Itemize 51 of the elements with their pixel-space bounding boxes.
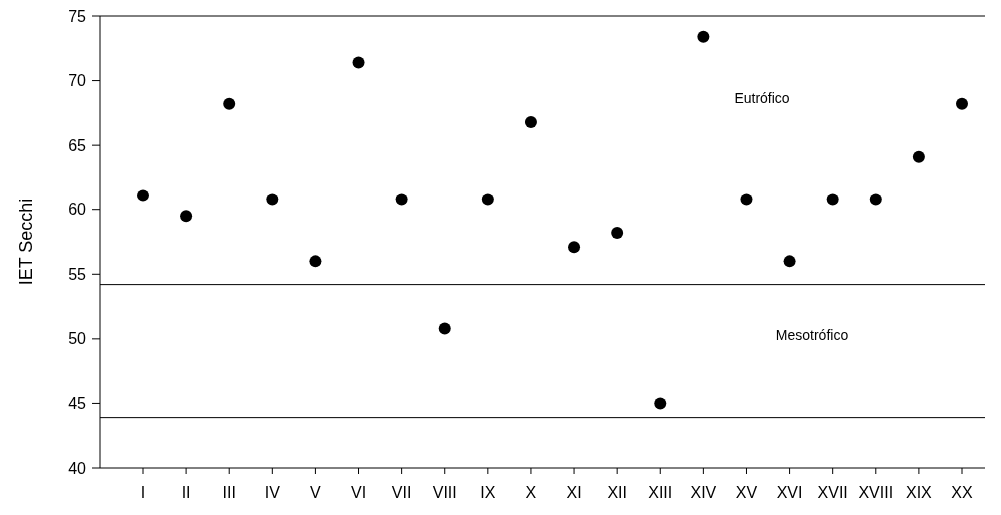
point [137,189,149,202]
x-tick-label: XV [735,484,758,501]
y-tick-label: 40 [68,459,87,477]
x-tick-label: XVIII [858,484,894,501]
point [223,97,236,110]
x-tick-label: XVI [776,484,803,501]
point [309,255,322,268]
point [352,56,365,69]
y-tick-label: 55 [68,265,87,283]
x-tick-label: II [181,484,191,501]
x-tick-label: XI [566,484,582,501]
x-tick-label: IX [480,484,496,501]
x-tick-label: V [310,484,322,501]
x-tick-label: IV [264,484,281,501]
point [481,193,494,206]
point [266,193,279,206]
y-tick-label: 75 [68,7,87,25]
x-tick-label: XVII [817,484,848,501]
point [611,226,624,239]
point [783,255,796,268]
x-tick-label: XIII [648,484,673,501]
x-tick-label: XX [951,484,973,501]
y-tick-label: 45 [68,395,87,413]
annotation: Eutrófico [734,89,790,106]
annotation: Mesotrófico [775,326,849,343]
y-axis-title: IET Secchi [16,198,36,286]
x-tick-label: XII [607,484,627,501]
point [438,322,451,335]
x-tick-label: XIX [906,484,933,501]
point [568,241,581,254]
x-tick-label: I [140,484,146,501]
point [740,193,753,206]
y-tick-label: 60 [68,201,87,219]
point [869,193,882,206]
point [524,115,537,128]
y-tick-label: 70 [68,72,87,90]
x-tick-label: VI [350,484,367,501]
x-tick-label: X [525,484,537,501]
x-tick-label: XIV [690,484,717,501]
point [697,30,710,43]
point [826,193,839,206]
point [912,150,925,163]
x-tick-label: III [222,484,236,501]
point [395,193,408,206]
x-tick-label: VII [391,484,412,501]
y-tick-label: 50 [68,330,87,348]
point [956,97,968,110]
point [654,397,667,410]
y-tick-label: 65 [68,136,87,154]
point [180,210,193,223]
x-tick-label: VIII [432,484,457,501]
